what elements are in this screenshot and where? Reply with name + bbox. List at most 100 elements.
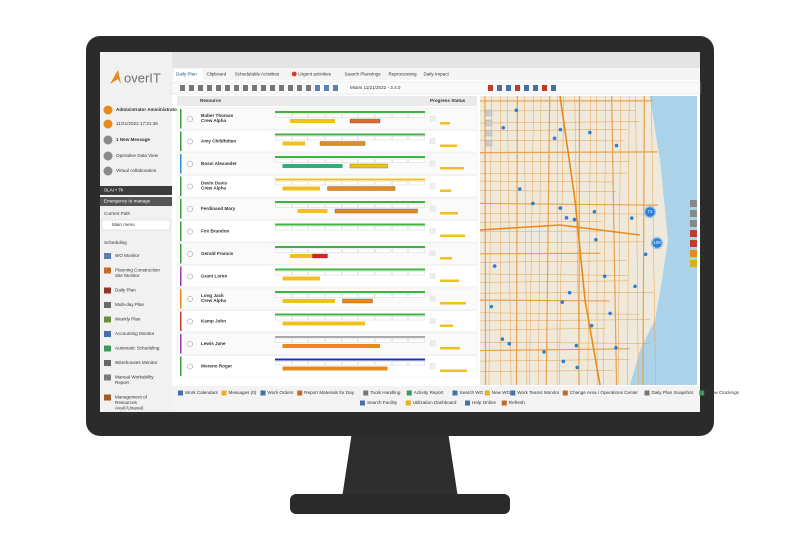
map-marker[interactable] [531,202,535,206]
side-tool[interactable] [690,240,697,247]
toolbar-icon[interactable] [252,85,257,91]
map-toolbar-icon[interactable] [497,85,502,91]
footer-button[interactable]: Report Materials for Day [304,390,354,395]
row-select[interactable] [187,116,192,121]
menu-item[interactable]: Automatic Scheduling [115,346,160,351]
tab[interactable]: Urgent activities [298,72,331,77]
footer-icon[interactable] [178,391,183,396]
resource-name[interactable]: Bossi Alexander [201,161,237,166]
row-select[interactable] [187,341,192,346]
map-control[interactable] [486,110,492,116]
footer-button[interactable]: Search WO [460,390,484,395]
map-toolbar-icon[interactable] [533,85,538,91]
map-marker[interactable] [573,218,577,222]
map-marker[interactable] [644,252,648,256]
toolbar-icon[interactable] [324,85,329,91]
map-toolbar-icon[interactable] [506,85,511,91]
row-select[interactable] [187,184,192,189]
footer-icon[interactable] [360,401,365,406]
map-marker[interactable] [560,300,564,304]
map-control[interactable] [486,130,492,136]
side-tool[interactable] [690,230,697,237]
tab[interactable]: Reprocessing [389,72,418,77]
footer-button[interactable]: Work Orders [268,390,295,395]
map-toolbar-icon[interactable] [515,85,520,91]
footer-icon[interactable] [485,391,490,396]
menu-item[interactable]: Warehouses Monitor [115,360,158,365]
tab[interactable]: Schedulable Activities [235,72,280,77]
footer-icon[interactable] [261,391,266,396]
resource-name[interactable]: Kamp John [201,319,226,324]
footer-button[interactable]: Utilization Dashboard [413,400,457,405]
resource-name[interactable]: Moreno Roger [201,364,232,369]
footer-icon[interactable] [407,391,412,396]
sidebar-link[interactable]: Virtual collaboration [116,168,157,173]
map-toolbar-icon[interactable] [524,85,529,91]
footer-button[interactable]: New WO [492,390,511,395]
map-marker[interactable] [568,291,572,295]
toolbar-icon[interactable] [216,85,221,91]
footer-button[interactable]: Show Clockings [706,390,739,395]
menu-item[interactable]: WO Monitor [115,253,140,258]
toolbar-icon[interactable] [333,85,338,91]
map-toolbar-icon[interactable] [551,85,556,91]
footer-button[interactable]: Daily Plan Snapshot [652,390,694,395]
messages[interactable]: 1 New Message [116,137,150,142]
footer-icon[interactable] [222,391,227,396]
map-marker[interactable] [501,337,505,341]
main-menu[interactable]: Main menu [112,222,135,227]
side-tool[interactable] [690,260,697,267]
toolbar-icon[interactable] [279,85,284,91]
toolbar-icon[interactable] [270,85,275,91]
map-marker[interactable] [501,126,505,130]
map-marker[interactable] [542,350,546,354]
toolbar-icon[interactable] [288,85,293,91]
map-marker[interactable] [594,238,598,242]
footer-icon[interactable] [453,391,458,396]
footer-button[interactable]: Help Online [472,400,496,405]
map-marker[interactable] [562,360,566,364]
resource-name[interactable]: Grant Loren [201,274,227,279]
menu-item[interactable]: Accounting Monitor [115,331,155,336]
tab[interactable]: Daily Impact [424,72,450,77]
footer-button[interactable]: Tools Handling [370,390,401,395]
map-marker[interactable] [608,312,612,316]
map-marker[interactable] [493,264,497,268]
footer-icon[interactable] [406,401,411,406]
map-marker[interactable] [603,274,607,278]
row-select[interactable] [187,319,192,324]
map-marker[interactable] [507,342,511,346]
menu-item[interactable]: Weekly Plan [115,317,141,322]
map-marker[interactable] [559,128,563,132]
footer-button[interactable]: Refresh [509,400,526,405]
toolbar-icon[interactable] [261,85,266,91]
row-select[interactable] [187,229,192,234]
toolbar-icon[interactable] [306,85,311,91]
row-select[interactable] [187,251,192,256]
footer-icon[interactable] [645,391,650,396]
footer-icon[interactable] [563,391,568,396]
footer-icon[interactable] [502,401,507,406]
map-control[interactable] [486,120,492,126]
toolbar-icon[interactable] [180,85,185,91]
toolbar-icon[interactable] [297,85,302,91]
footer-button[interactable]: Activity Report [414,390,444,395]
footer-icon[interactable] [465,401,470,406]
map-marker[interactable] [615,144,619,148]
map-marker[interactable] [553,137,557,141]
map-marker[interactable] [490,305,494,309]
map-toolbar-icon[interactable] [488,85,493,91]
resource-name[interactable]: Ferdinand Mary [201,206,236,211]
tab[interactable]: Search Plannings [345,72,382,77]
toolbar-icon[interactable] [234,85,239,91]
footer-icon[interactable] [363,391,368,396]
footer-button[interactable]: Messages (0) [229,390,257,395]
side-tool[interactable] [690,200,697,207]
footer-button[interactable]: Work Calendars [185,390,219,395]
map-marker[interactable] [575,366,579,370]
map-marker[interactable] [590,324,594,328]
footer-icon[interactable] [510,391,515,396]
footer-icon[interactable] [297,391,302,396]
tab[interactable]: Daily Plan [176,72,197,77]
resource-name[interactable]: Gerald Francis [201,251,234,256]
